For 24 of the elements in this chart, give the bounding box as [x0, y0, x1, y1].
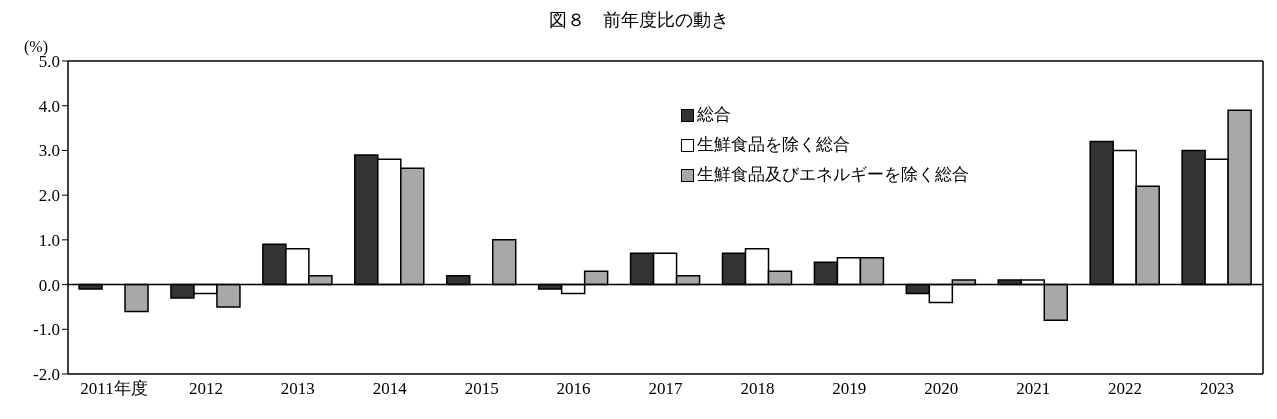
legend-label: 生鮮食品を除く総合: [697, 134, 850, 156]
y-tick-label: 2.0: [38, 186, 60, 206]
legend-label: 総合: [697, 104, 731, 126]
x-tick-label: 2016: [556, 379, 591, 399]
x-tick-label: 2022: [1108, 379, 1143, 399]
x-tick-label: 2011年度: [80, 379, 148, 399]
chart-title: 図８ 前年度比の動き: [547, 9, 730, 32]
x-tick-label: 2021: [1016, 379, 1051, 399]
x-tick-label: 2014: [372, 379, 408, 399]
y-tick-label: 0.0: [38, 275, 60, 295]
y-tick-label: -1.0: [33, 320, 60, 340]
x-tick-label: 2020: [924, 379, 959, 399]
x-tick-label: 2012: [188, 379, 223, 399]
legend-label: 生鮮食品及びエネルギーを除く総合: [697, 164, 969, 186]
y-tick-label: 4.0: [38, 96, 60, 116]
y-tick-label: 3.0: [38, 141, 60, 161]
x-tick-label: 2017: [648, 379, 683, 399]
x-tick-label: 2015: [464, 379, 499, 399]
x-tick-label: 2019: [832, 379, 867, 399]
x-tick-label: 2023: [1200, 379, 1235, 399]
y-tick-label: 1.0: [38, 230, 60, 250]
y-tick-label: -2.0: [33, 365, 60, 385]
x-tick-label: 2013: [280, 379, 315, 399]
x-tick-label: 2018: [740, 379, 775, 399]
